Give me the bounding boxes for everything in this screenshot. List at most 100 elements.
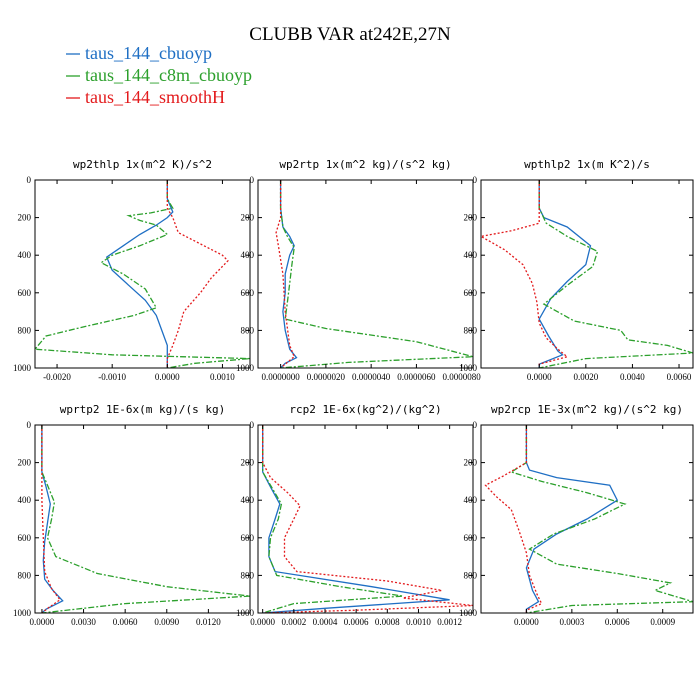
series-group xyxy=(262,425,473,613)
series-line-taus_144_cbuoyp xyxy=(525,425,619,613)
x-tick-label: 0.0006 xyxy=(344,617,369,627)
series-line-taus_144_cbuoyp xyxy=(105,180,174,368)
x-tick-label: 0.0060 xyxy=(113,617,138,627)
panel-1: wp2thlp 1x(m^2 K)/s^2 -0.0020 -0.0010 0.000… xyxy=(13,158,251,382)
x-tick-label: 0.0000 xyxy=(514,617,539,627)
x-tick-label: 0.0000020 xyxy=(307,372,346,382)
x-tick-label: 0.0000 xyxy=(527,372,552,382)
x-tick-label: 0.0003 xyxy=(559,617,584,627)
legend-label-c8m-cbuoyp: taus_144_c8m_cbuoyp xyxy=(85,65,252,85)
x-tick-label: -0.0010 xyxy=(98,372,126,382)
panels-group: wp2thlp 1x(m^2 K)/s^2 -0.0020 -0.0010 0.000… xyxy=(13,158,694,627)
x-tick-label: 0.0012 xyxy=(437,617,462,627)
x-tick-label: -0.0020 xyxy=(43,372,71,382)
x-tick-label: 0.0000000 xyxy=(262,372,301,382)
x-tick-label: 0.0020 xyxy=(573,372,598,382)
series-line-taus_144_c8m_cbuoyp xyxy=(509,425,693,613)
y-tick-label: 200 xyxy=(241,458,255,468)
y-tick-label: 1000 xyxy=(13,608,32,618)
y-tick-label: 600 xyxy=(241,288,255,298)
x-tick-label: 0.0000080 xyxy=(443,372,482,382)
panel-3: wpthlp2 1x(m K^2)/s 0.0000 0.0020 0.0040 0.0… xyxy=(459,158,694,382)
x-tick-label: 0.0030 xyxy=(71,617,96,627)
panel-5: rcp2 1E-6x(kg^2)/(kg^2) 0.0000 0.0002 0.000… xyxy=(236,403,474,627)
y-tick-label: 800 xyxy=(18,570,32,580)
plot-frame xyxy=(257,424,474,614)
panel-title: wprtp2 1E-6x(m kg)/(s kg) xyxy=(60,403,226,416)
x-tick-label: 0.0120 xyxy=(196,617,221,627)
panel-title: wp2rtp 1x(m^2 kg)/(s^2 kg) xyxy=(279,158,451,171)
legend-label-cbuoyp: taus_144_cbuoyp xyxy=(85,43,212,63)
panel-4: wprtp2 1E-6x(m kg)/(s kg) 0.0000 0.0030 0.0… xyxy=(13,403,251,627)
y-tick-label: 800 xyxy=(464,570,478,580)
y-tick-label: 400 xyxy=(18,250,32,260)
series-group xyxy=(484,425,693,613)
series-line-taus_144_c8m_cbuoyp xyxy=(35,180,250,368)
x-tick-label: 0.0000 xyxy=(250,617,275,627)
series-group xyxy=(41,425,250,613)
series-line-taus_144_cbuoyp xyxy=(41,425,64,613)
y-tick-label: 400 xyxy=(241,250,255,260)
x-tick-label: 0.0040 xyxy=(620,372,645,382)
x-tick-label: 0.0000 xyxy=(155,372,180,382)
panel-title: wp2thlp 1x(m^2 K)/s^2 xyxy=(73,158,212,171)
y-tick-label: 0 xyxy=(473,420,478,430)
series-line-taus_144_cbuoyp xyxy=(538,180,592,368)
series-group xyxy=(275,180,473,368)
y-tick-label: 200 xyxy=(18,213,32,223)
y-tick-label: 800 xyxy=(241,325,255,335)
plot-frame xyxy=(34,179,251,369)
plot-frame xyxy=(257,179,474,369)
x-tick-label: 0.0060 xyxy=(667,372,692,382)
series-line-taus_144_cbuoyp xyxy=(262,425,450,613)
x-tick-label: 0.0090 xyxy=(154,617,179,627)
figure-title: CLUBB VAR at242E,27N xyxy=(249,24,451,45)
series-line-taus_144_smoothH xyxy=(262,425,473,613)
x-tick-label: 0.0010 xyxy=(210,372,235,382)
y-tick-label: 0 xyxy=(27,420,32,430)
y-tick-label: 200 xyxy=(18,458,32,468)
y-tick-label: 600 xyxy=(241,533,255,543)
series-line-taus_144_c8m_cbuoyp xyxy=(41,425,250,613)
y-tick-label: 0 xyxy=(27,175,32,185)
y-tick-label: 800 xyxy=(18,325,32,335)
y-tick-label: 1000 xyxy=(13,363,32,373)
x-tick-label: 0.0004 xyxy=(313,617,338,627)
y-tick-label: 600 xyxy=(18,288,32,298)
y-tick-label: 600 xyxy=(464,533,478,543)
series-line-taus_144_c8m_cbuoyp xyxy=(262,425,403,613)
plot-frame xyxy=(480,179,694,369)
y-tick-label: 600 xyxy=(464,288,478,298)
y-tick-label: 1000 xyxy=(236,608,255,618)
x-tick-label: 0.0009 xyxy=(650,617,675,627)
y-tick-label: 600 xyxy=(18,533,32,543)
y-tick-label: 1000 xyxy=(236,363,255,373)
legend-label-smoothh: taus_144_smoothH xyxy=(85,87,225,107)
panel-6: wp2rcp 1E-3x(m^2 kg)/(s^2 kg) 0.0000 0.000… xyxy=(459,403,694,627)
panel-title: wp2rcp 1E-3x(m^2 kg)/(s^2 kg) xyxy=(491,403,683,416)
y-tick-label: 400 xyxy=(464,495,478,505)
y-tick-label: 200 xyxy=(464,213,478,223)
x-tick-label: 0.0006 xyxy=(605,617,630,627)
y-tick-label: 800 xyxy=(241,570,255,580)
series-group xyxy=(481,180,693,368)
y-tick-label: 400 xyxy=(464,250,478,260)
panel-title: wpthlp2 1x(m K^2)/s xyxy=(524,158,650,171)
x-tick-label: 0.0000060 xyxy=(397,372,436,382)
x-tick-label: 0.0010 xyxy=(406,617,431,627)
y-tick-label: 200 xyxy=(464,458,478,468)
x-tick-label: 0.0002 xyxy=(281,617,306,627)
series-line-taus_144_smoothH xyxy=(41,425,61,613)
y-tick-label: 800 xyxy=(464,325,478,335)
y-tick-label: 400 xyxy=(18,495,32,505)
y-tick-label: 0 xyxy=(250,420,255,430)
series-line-taus_144_smoothH xyxy=(484,425,543,613)
panel-2: wp2rtp 1x(m^2 kg)/(s^2 kg) 0.0000000 0.000… xyxy=(236,158,481,382)
x-tick-label: 0.0000040 xyxy=(352,372,391,382)
series-line-taus_144_c8m_cbuoyp xyxy=(538,180,693,368)
plot-frame xyxy=(480,424,694,614)
legend: taus_144_cbuoyp taus_144_c8m_cbuoyp taus… xyxy=(66,43,252,107)
panel-title: rcp2 1E-6x(kg^2)/(kg^2) xyxy=(289,403,441,416)
plot-frame xyxy=(34,424,251,614)
